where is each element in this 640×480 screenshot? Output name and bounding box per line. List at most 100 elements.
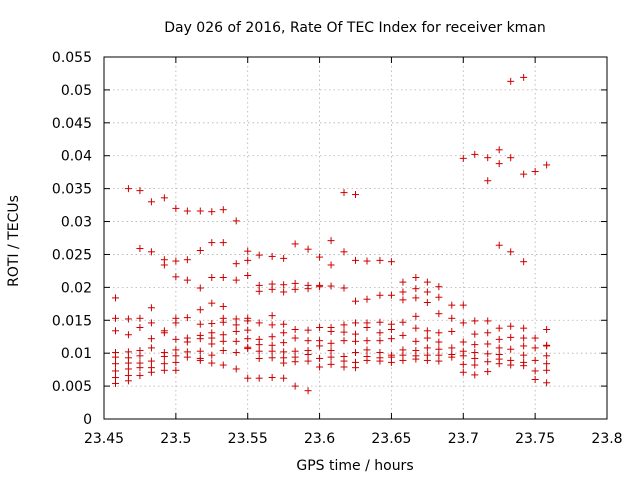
data-point <box>471 341 479 349</box>
data-point <box>232 327 240 335</box>
data-point <box>147 304 155 312</box>
y-tick-label: 0 <box>83 412 92 428</box>
data-point <box>423 356 431 364</box>
data-point <box>219 302 227 310</box>
data-point <box>111 374 119 382</box>
data-point <box>376 256 384 264</box>
data-point <box>340 337 348 345</box>
data-point <box>304 387 312 395</box>
data-point <box>484 317 492 325</box>
data-point <box>268 347 276 355</box>
data-point <box>268 341 276 349</box>
x-tick-label: 23.55 <box>228 431 268 447</box>
data-point <box>316 354 324 362</box>
y-tick-label: 0.005 <box>52 379 92 395</box>
data-point <box>352 191 359 199</box>
data-point <box>520 362 528 370</box>
data-point <box>124 331 132 339</box>
data-point <box>352 337 359 345</box>
data-point <box>387 291 395 299</box>
data-point <box>435 310 443 318</box>
data-point <box>543 360 551 368</box>
data-point <box>376 318 384 326</box>
data-point <box>219 318 227 326</box>
data-point <box>160 261 168 269</box>
data-point <box>316 363 324 371</box>
data-point <box>543 366 551 374</box>
chart-title: Day 026 of 2016, Rate Of TEC Index for r… <box>164 20 546 36</box>
data-point <box>208 273 216 281</box>
y-axis-title: ROTI / TECUs <box>6 195 22 287</box>
data-point <box>543 379 551 387</box>
data-point <box>172 273 180 281</box>
data-point <box>327 282 335 290</box>
data-point <box>136 245 144 253</box>
data-point <box>520 170 528 178</box>
data-point <box>268 312 276 320</box>
data-point <box>280 254 288 262</box>
data-point <box>183 256 191 264</box>
data-point <box>459 368 467 376</box>
data-point <box>219 331 227 339</box>
data-point <box>412 294 420 302</box>
data-point <box>304 357 312 365</box>
data-point <box>376 357 384 365</box>
data-point <box>219 239 227 247</box>
data-point <box>507 322 515 330</box>
plot-frame <box>103 56 608 420</box>
data-point <box>136 372 144 380</box>
x-tick-label: 23.7 <box>448 431 479 447</box>
data-point <box>316 253 324 261</box>
y-tick-labels: 0 0.005 0.01 0.015 0.02 0.025 0.03 0.035 0.04 0.0… <box>52 50 92 428</box>
data-point <box>136 314 144 322</box>
data-point <box>484 368 492 376</box>
data-point <box>459 301 467 309</box>
y-tick-label: 0.03 <box>61 215 92 231</box>
data-point <box>124 359 132 367</box>
data-point <box>160 366 168 374</box>
data-point <box>147 368 155 376</box>
data-point <box>232 321 240 329</box>
data-point <box>363 295 371 303</box>
data-point <box>316 324 324 332</box>
y-tick-label: 0.015 <box>52 313 92 329</box>
data-point <box>208 208 216 216</box>
data-point <box>196 284 204 292</box>
data-points <box>111 73 551 395</box>
y-tick-label: 0.045 <box>52 116 92 132</box>
data-point <box>268 354 276 362</box>
data-point <box>147 319 155 327</box>
data-point <box>232 217 240 225</box>
data-point <box>340 328 348 336</box>
data-point <box>340 189 348 197</box>
data-point <box>232 276 240 284</box>
x-tick-label: 23.65 <box>371 431 411 447</box>
data-point <box>111 360 119 368</box>
data-point <box>219 347 227 355</box>
data-point <box>327 261 335 269</box>
x-tick-labels: 23.45 23.5 23.55 23.6 23.65 23.7 23.75 23.8 <box>84 431 623 447</box>
data-point <box>531 334 539 342</box>
data-point <box>507 248 515 256</box>
data-point <box>136 352 144 360</box>
data-point <box>459 338 467 346</box>
data-point <box>255 251 263 259</box>
data-point <box>363 356 371 364</box>
data-point <box>183 276 191 284</box>
data-point <box>196 335 204 343</box>
data-point <box>448 301 456 309</box>
data-point <box>435 345 443 353</box>
y-tick-label: 0.01 <box>61 346 92 362</box>
data-point <box>435 351 443 359</box>
data-point <box>255 354 263 362</box>
x-tick-label: 23.45 <box>84 431 124 447</box>
data-point <box>124 348 132 356</box>
data-point <box>232 260 240 268</box>
data-point <box>352 319 359 327</box>
data-point <box>412 324 420 332</box>
data-point <box>304 326 312 334</box>
data-point <box>399 318 407 326</box>
data-point <box>387 335 395 343</box>
data-point <box>495 160 503 168</box>
data-point <box>448 344 456 352</box>
